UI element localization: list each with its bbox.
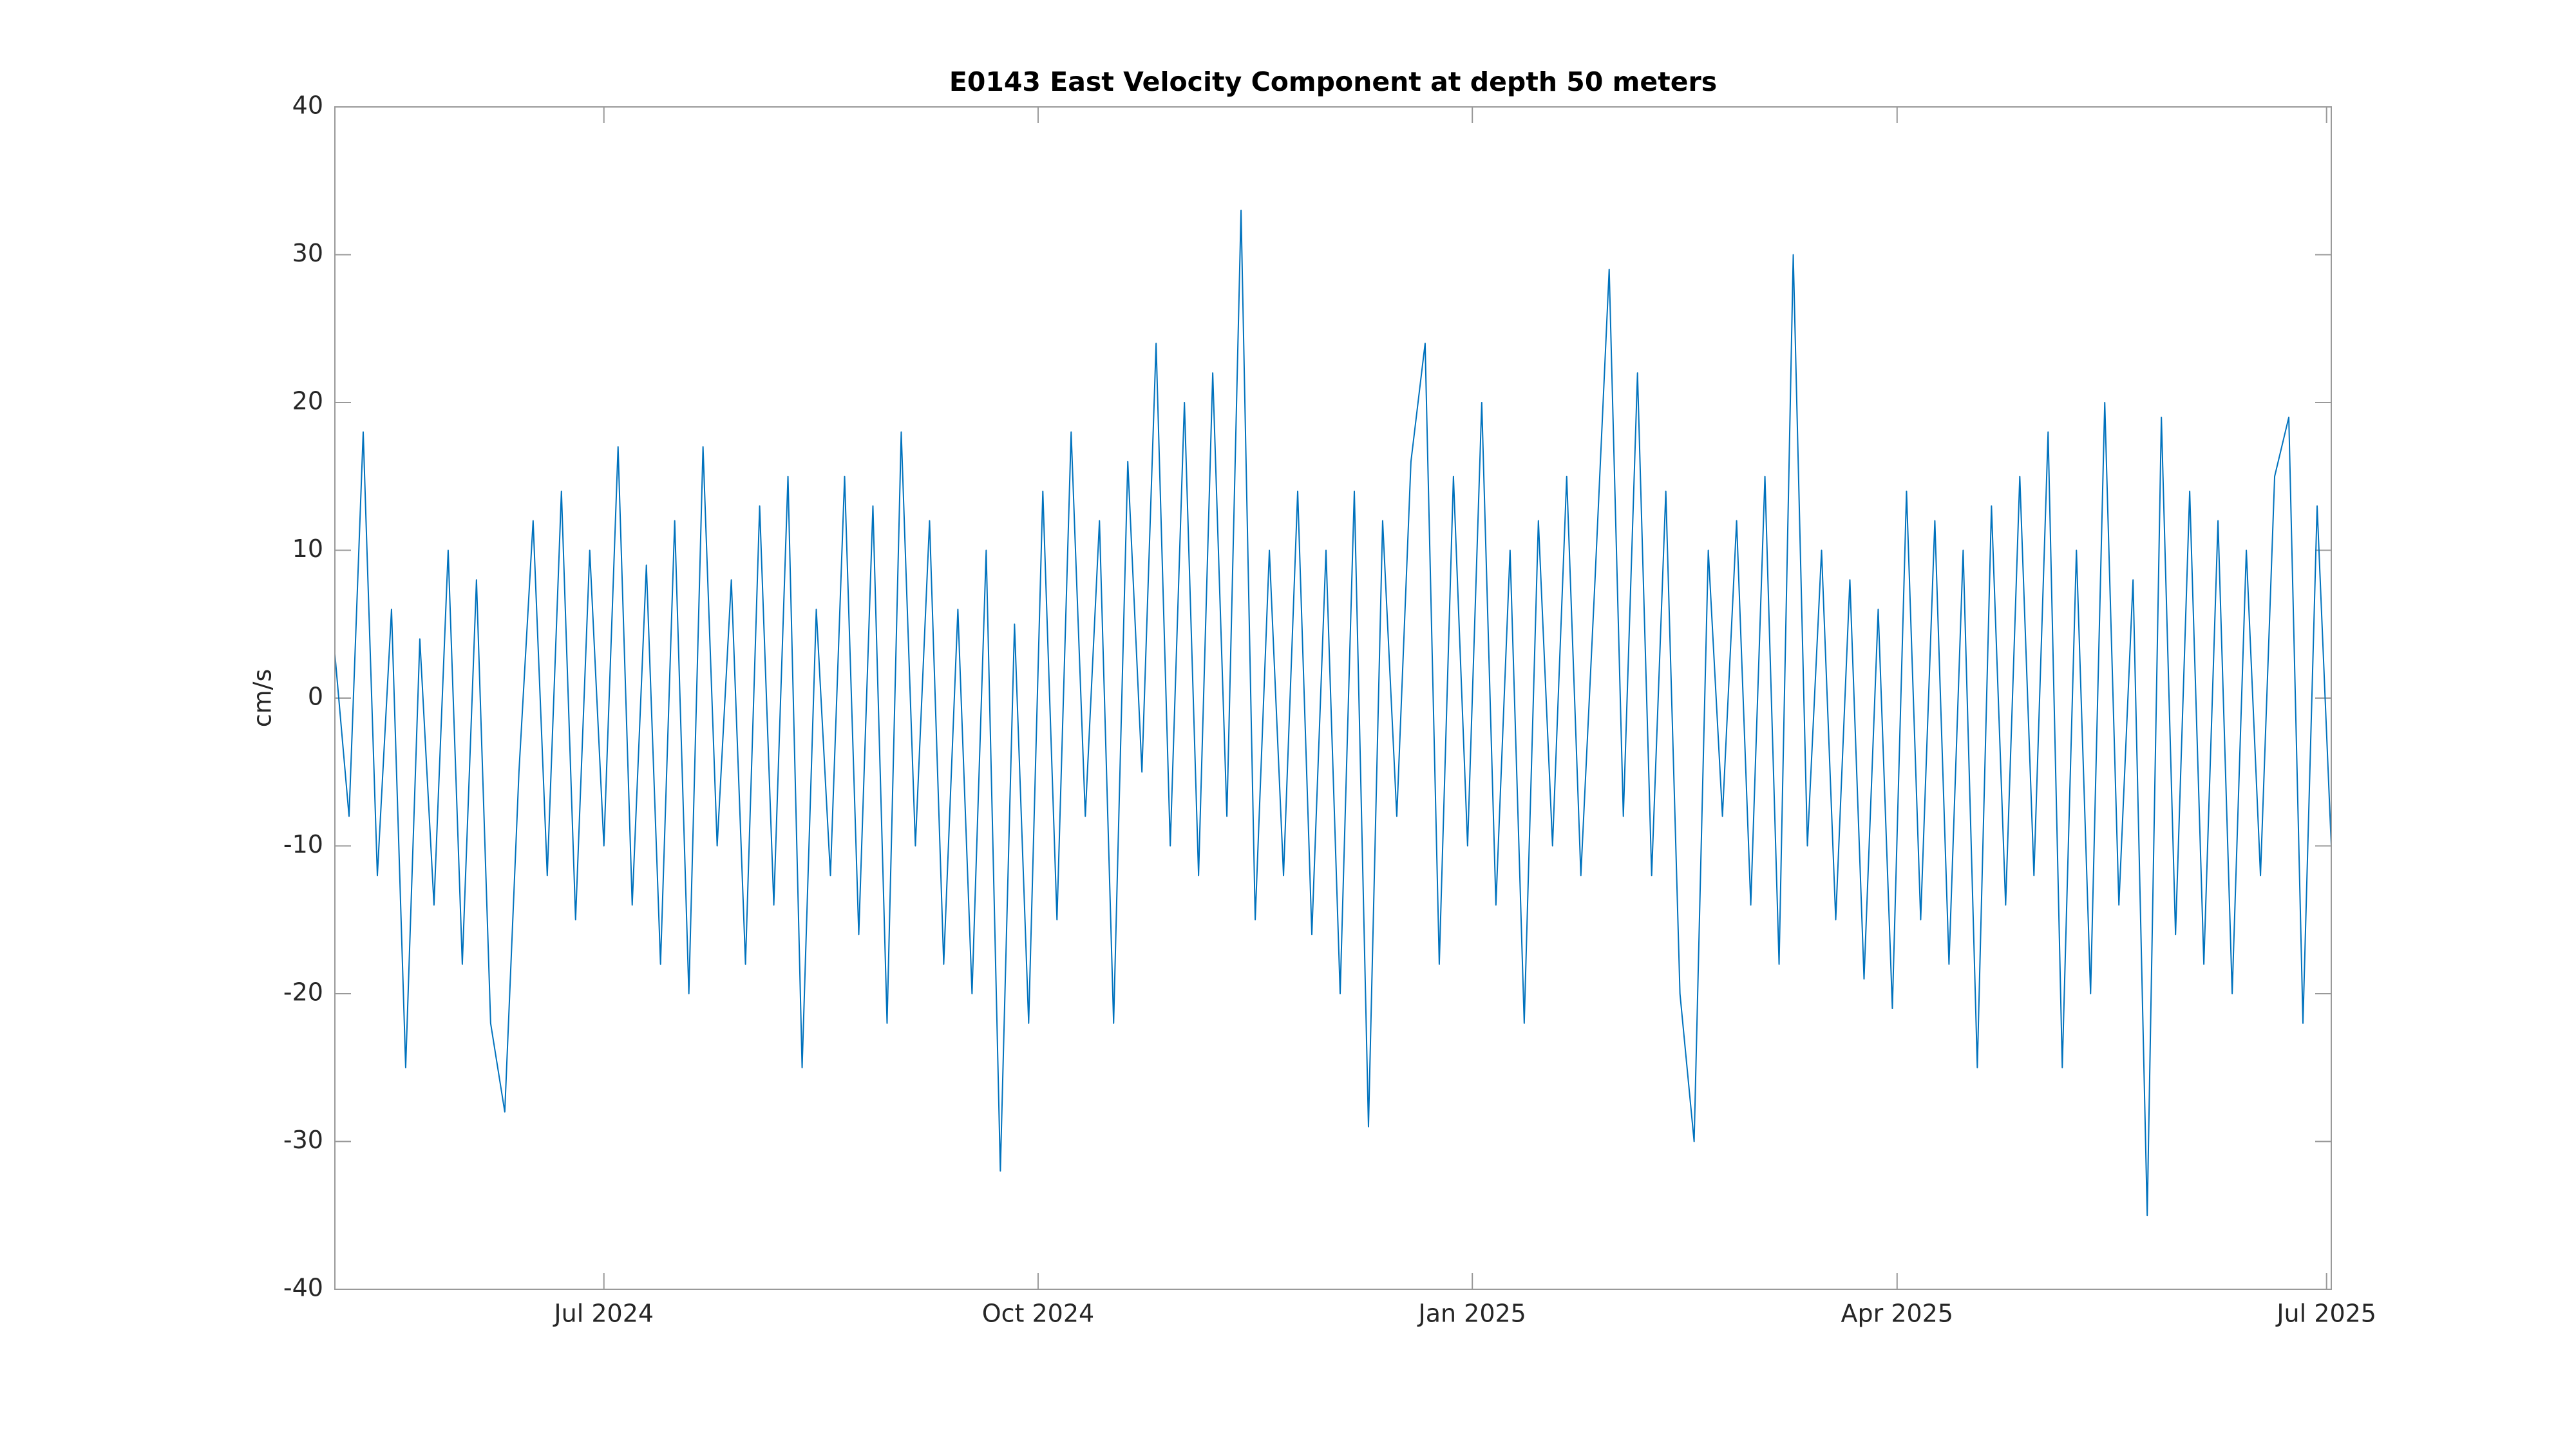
y-tick-label: 40	[292, 91, 323, 120]
y-tick-label: 20	[292, 387, 323, 415]
x-tick-label: Apr 2025	[1841, 1300, 1954, 1328]
y-tick-label: -10	[283, 830, 323, 858]
y-tick-label: -20	[283, 978, 323, 1007]
x-tick-label: Jul 2024	[553, 1300, 654, 1328]
y-tick-label: 0	[308, 683, 323, 711]
x-tick-label: Jul 2025	[2275, 1300, 2376, 1328]
y-axis-label: cm/s	[249, 669, 277, 728]
plot-frame	[334, 106, 2332, 1290]
x-tick-label: Oct 2024	[982, 1300, 1095, 1328]
y-tick-label: 30	[292, 239, 323, 267]
x-tick-label: Jan 2025	[1417, 1300, 1526, 1328]
data-line	[334, 209, 2332, 1217]
chart-title: E0143 East Velocity Component at depth 5…	[949, 66, 1717, 97]
y-tick-label: -30	[283, 1126, 323, 1154]
y-tick-label: -40	[283, 1274, 323, 1302]
y-tick-label: 10	[292, 535, 323, 563]
